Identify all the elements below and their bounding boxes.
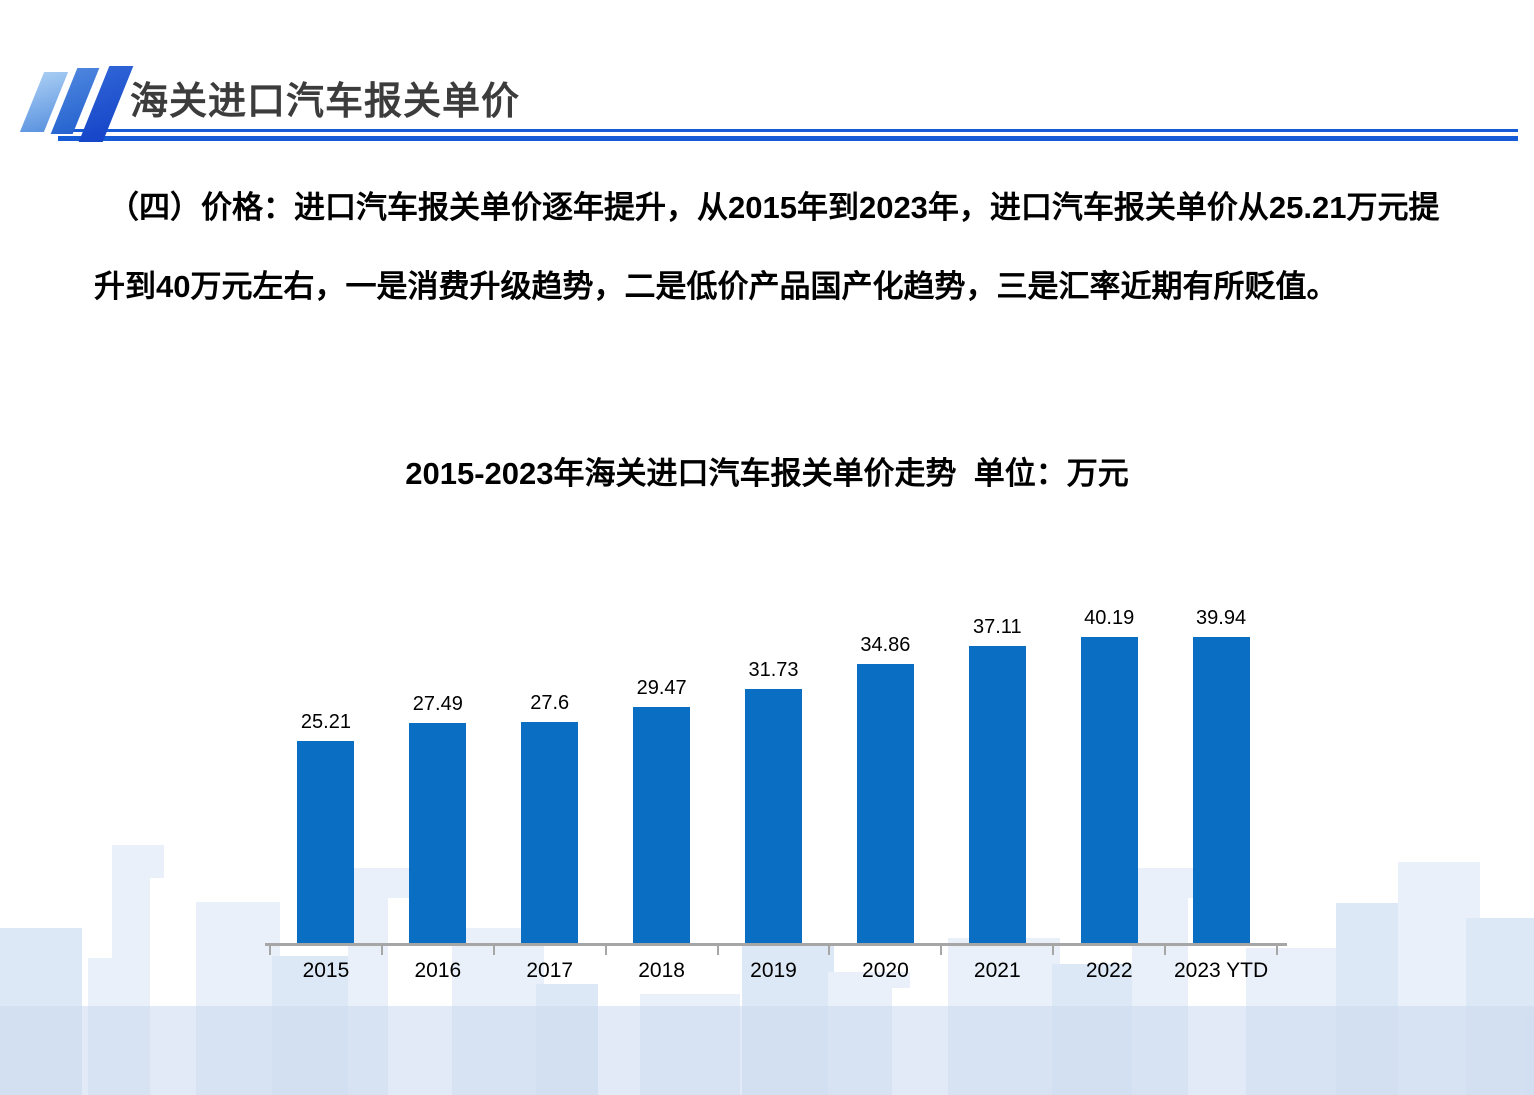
x-axis-tick-label: 2022 (1085, 959, 1133, 982)
chart-bar-group: 37.11 (941, 607, 1053, 943)
chart-plot-area: 25.21 27.49 27.6 29.47 31.73 34.86 37.11 40.19 3… (270, 607, 1277, 943)
skyline-bottom-band (0, 1006, 1534, 1095)
bar (856, 664, 914, 943)
logo-slashes-icon (19, 64, 136, 148)
x-axis-tick-mark (1052, 946, 1055, 955)
chart-bar-group: 31.73 (718, 607, 830, 943)
chart-bar-group: 39.94 (1165, 607, 1277, 943)
bar (1192, 637, 1250, 943)
chart-bar-group: 40.19 (1053, 607, 1165, 943)
x-axis-line (265, 943, 1287, 946)
bar-value-label: 40.19 (1084, 607, 1135, 629)
bar-chart: 25.21 27.49 27.6 29.47 31.73 34.86 37.11 40.19 3… (265, 607, 1287, 982)
x-axis-tick-mark (492, 946, 495, 955)
x-axis-tick-label: 2018 (638, 959, 685, 982)
x-axis-tick-mark (940, 946, 943, 955)
bar (633, 707, 691, 943)
bar-value-label: 29.47 (636, 677, 687, 700)
x-axis-tick-mark (380, 946, 383, 955)
bar-value-label: 31.73 (748, 659, 799, 682)
bar-value-label: 39.94 (1196, 607, 1247, 629)
page-title: 海关进口汽车报关单价 (130, 81, 521, 123)
chart-title: 2015-2023年海关进口汽车报关单价走势 单位：万元 (405, 456, 1129, 491)
x-axis-tick-mark (716, 946, 719, 955)
bar-value-label: 34.86 (860, 634, 911, 657)
x-axis-category-labels: 2015 2016 2017 2018 2019 2020 2021 2022 2023 YTD (270, 959, 1277, 983)
header-rule-thick (58, 136, 1518, 141)
x-axis-tick-label: 2023 YTD (1173, 959, 1269, 982)
bar-value-label: 27.6 (530, 692, 570, 715)
bar-value-label: 37.11 (973, 616, 1022, 639)
bar (521, 722, 579, 943)
body-paragraph-line-1: （四）价格：进口汽车报关单价逐年提升，从2015年到2023年，进口汽车报关单价… (108, 190, 1440, 225)
x-axis-tick-mark (604, 946, 607, 955)
x-axis-tick-label: 2020 (862, 959, 909, 982)
chart-bar-group: 27.6 (494, 607, 606, 943)
x-axis-tick-label: 2016 (414, 959, 462, 982)
body-paragraph-line-2: 升到40万元左右，一是消费升级趋势，二是低价产品国产化趋势，三是汇率近期有所贬值… (94, 269, 1338, 304)
chart-bar-group: 29.47 (606, 607, 718, 943)
bar-value-label: 27.49 (412, 693, 463, 716)
x-axis-tick-label: 2021 (973, 959, 1021, 982)
bar (968, 646, 1026, 943)
bar (1080, 637, 1138, 943)
x-axis-tick-label: 2015 (302, 959, 350, 982)
bar (745, 689, 802, 943)
bar (297, 741, 355, 943)
x-axis-tick-label: 2019 (750, 959, 797, 982)
bar (409, 723, 467, 943)
body-paragraph: （四）价格：进口汽车报关单价逐年提升，从2015年到2023年，进口汽车报关单价… (94, 168, 1474, 326)
header-rule-thin (58, 129, 1518, 132)
chart-bar-group: 34.86 (829, 607, 941, 943)
x-axis-tick-mark (1164, 946, 1167, 955)
x-axis-tick-label: 2017 (526, 959, 574, 982)
chart-bar-group: 27.49 (382, 607, 494, 943)
bar-value-label: 25.21 (300, 711, 351, 734)
chart-bar-group: 25.21 (270, 607, 382, 943)
x-axis-tick-mark (828, 946, 831, 955)
x-axis-tick-mark (269, 946, 271, 955)
x-axis-tick-mark (1276, 946, 1278, 955)
